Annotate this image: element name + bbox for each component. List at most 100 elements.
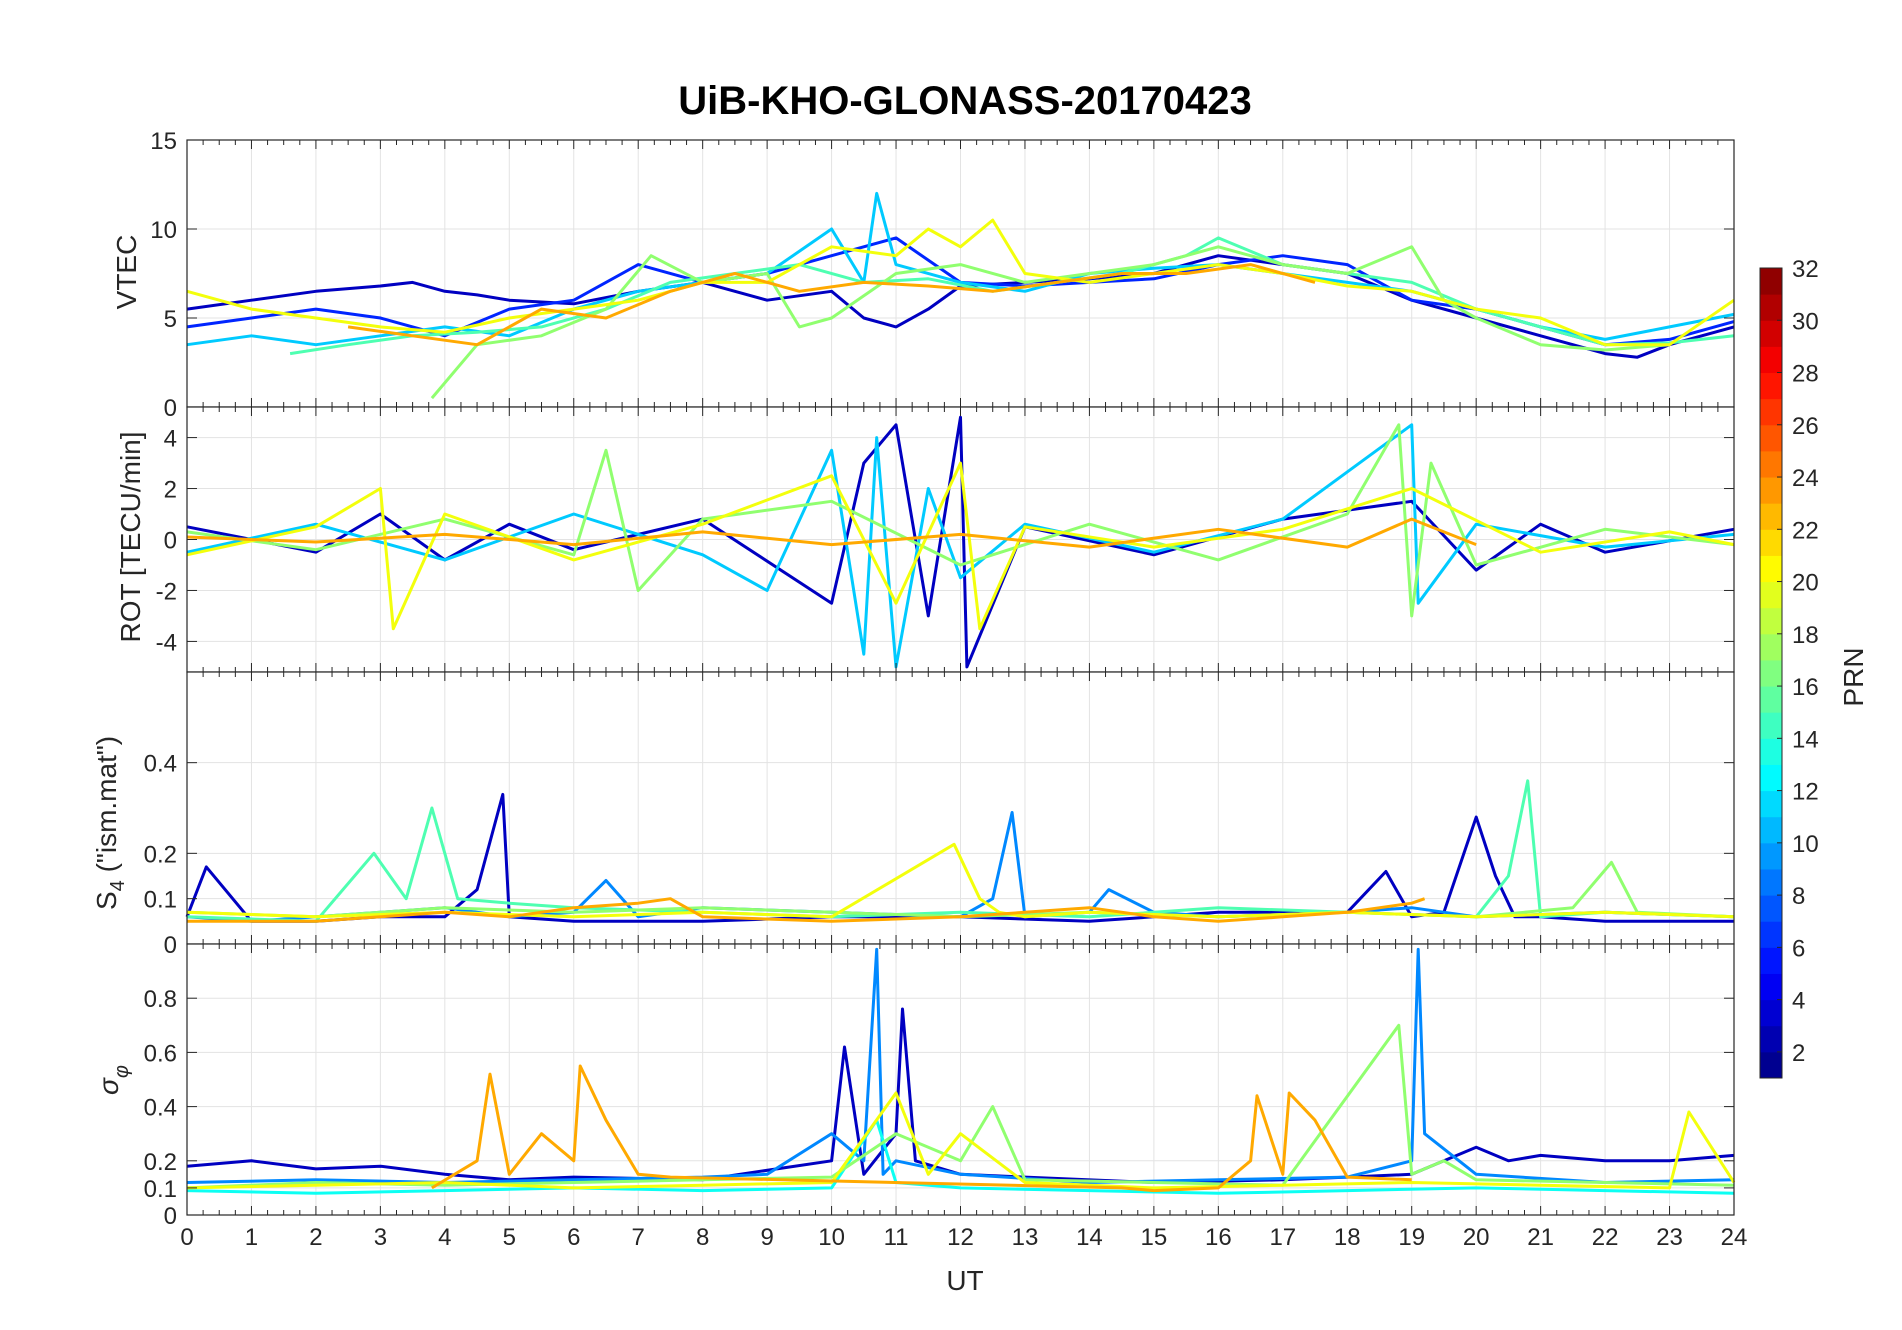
x-tick-label: 0 [180,1224,193,1251]
colorbar-segment [1760,738,1782,765]
svg-text:σφ: σφ [93,1065,133,1095]
x-tick-label: 11 [884,1224,909,1251]
y-axis-label-s4: S4 ("ism.mat") [91,736,129,910]
panel-vtec: 0 5 10 15 [150,128,1735,422]
series-line-sigma_phi-prn-20 [186,1091,1736,1190]
colorbar-segment [1760,764,1782,792]
colorbar-tick-label: 28 [1792,361,1819,388]
x-tick-label: 23 [1656,1224,1683,1251]
colorbar-segment [1760,477,1782,504]
colorbar-tick-label: 16 [1792,674,1819,701]
colorbar-tick-label: 6 [1792,935,1805,962]
x-tick-label: 1 [245,1224,258,1251]
colorbar-tick-label: 30 [1792,308,1819,335]
colorbar-segment [1760,842,1782,870]
x-axis-label: UT [946,1265,983,1296]
colorbar-segment [1760,947,1782,974]
y-axis-label-rot: ROT [TECU/min] [115,431,146,642]
colorbar-segment [1760,895,1782,922]
series-line-vtec-prn-20 [186,218,1735,347]
colorbar-segment [1760,1025,1782,1053]
colorbar-tick-label: 22 [1792,517,1819,544]
y-tick-label: 0 [164,1203,177,1230]
series-line-rot-prn-20 [186,461,1735,631]
colorbar-segment [1760,973,1782,1001]
y-tick-label: -4 [156,629,177,656]
y-tick-label: 0.2 [144,841,177,868]
x-tick-label: 17 [1269,1224,1296,1251]
series-line-s4-prn-23 [187,897,1426,923]
y-tick-label: 0 [164,528,177,555]
colorbar-tick-label: 10 [1792,831,1819,858]
y-tick-label: 0.2 [144,1149,177,1176]
x-tick-label: 14 [1076,1224,1103,1251]
y-tick-label: 0.4 [144,751,177,778]
colorbar-tick-label: 24 [1792,465,1819,492]
colorbar-segment [1760,529,1782,556]
colorbar-segment [1760,320,1782,347]
x-tick-label: 22 [1592,1224,1619,1251]
colorbar-segment [1760,372,1782,400]
colorbar-segment [1760,398,1782,426]
colorbar-segment [1760,346,1782,374]
colorbar-tick-label: 32 [1792,256,1819,283]
x-tick-label: 15 [1141,1224,1168,1251]
y-tick-label: 0.1 [144,887,177,914]
y-tick-label: 5 [164,306,177,333]
series-line-sigma_phi-prn-23 [431,1064,1412,1193]
y-tick-label: 2 [164,477,177,504]
colorbar-segment [1760,503,1782,530]
series-line-vtec-prn-23 [347,263,1316,347]
colorbar-segment [1760,868,1782,896]
x-tick-label: 12 [947,1224,974,1251]
colorbar-tick-label: 12 [1792,779,1819,806]
colorbar-frame [1759,267,1783,1079]
y-tick-label: 0.1 [144,1176,177,1203]
x-tick-label: 10 [818,1224,845,1251]
colorbar-tick-label: 14 [1792,726,1819,753]
colorbar-segment [1760,816,1782,844]
series-line-rot-prn-17 [186,423,1735,618]
y-tick-label: 0.6 [144,1040,177,1067]
y-axis-label-sigma-phi: σφ [93,1065,133,1095]
colorbar-tick-label: 26 [1792,413,1819,440]
colorbar-segment [1760,555,1782,583]
y-axis-label-vtec: VTEC [111,235,142,310]
colorbar-tick-label: 8 [1792,883,1805,910]
colorbar-segment [1760,659,1782,687]
x-tick-label: 20 [1463,1224,1490,1251]
x-tick-label: 13 [1012,1224,1039,1251]
y-tick-label: -2 [156,578,177,605]
colorbar-tick-label: 18 [1792,622,1819,649]
series-line-sigma_phi-prn-9 [186,947,1735,1184]
chart-title: UiB-KHO-GLONASS-20170423 [678,79,1252,123]
panel-s4: 0 0.1 0.2 0.4 [144,671,1735,959]
series-line-vtec-prn-17 [430,245,1670,400]
colorbar-segment [1760,1051,1782,1079]
panel-sigma-phi: 00.10.2 0.4 0.6 0.8 [144,943,1736,1230]
x-tick-label: 5 [503,1224,516,1251]
x-tick-label: 8 [696,1224,709,1251]
x-tick-label: 16 [1205,1224,1232,1251]
x-tick-label: 4 [438,1224,451,1251]
y-tick-label: 10 [150,217,177,244]
y-tick-label: 0 [164,395,177,422]
y-tick-label: 15 [150,128,177,155]
series-line-rot-prn-23 [186,517,1477,549]
x-tick-label: 19 [1398,1224,1425,1251]
colorbar-tick-label: 2 [1792,1040,1805,1067]
colorbar-segment [1760,686,1782,713]
colorbar-segment [1760,424,1782,452]
colorbar-segment [1760,581,1782,609]
colorbar-segment [1760,268,1782,295]
x-tick-label: 6 [567,1224,580,1251]
y-tick-label: 0.8 [144,986,177,1013]
series-line-sigma_phi-prn-17 [186,1023,1735,1190]
series-line-rot-prn-3 [186,415,1735,669]
x-tick-label: 9 [760,1224,773,1251]
colorbar-segment [1760,450,1782,478]
colorbar-segment [1760,999,1782,1027]
series-line-s4-prn-20 [186,842,1735,919]
